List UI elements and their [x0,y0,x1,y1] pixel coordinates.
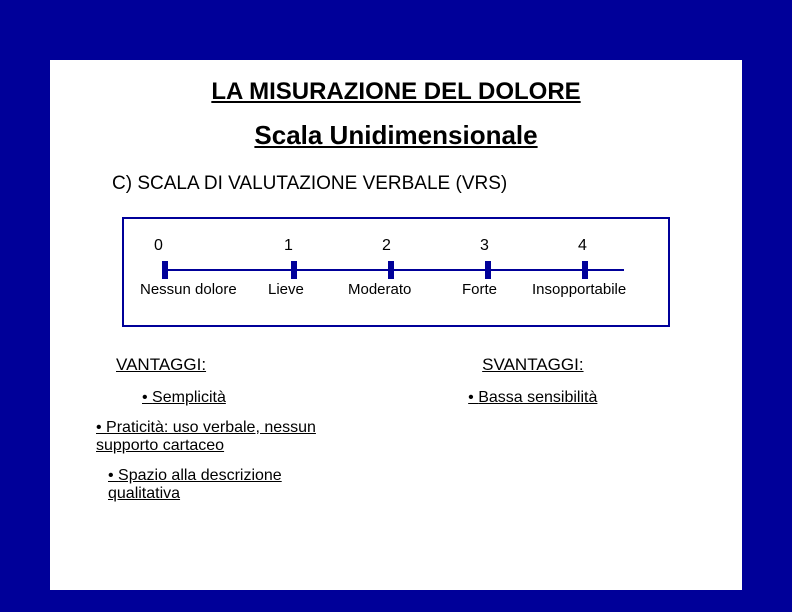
slide-content: LA MISURAZIONE DEL DOLORE Scala Unidimen… [50,60,742,590]
tick-3 [485,261,491,279]
tick-0 [162,261,168,279]
scale-num-3: 3 [480,237,489,255]
disadvantages-heading: SVANTAGGI: [482,355,742,375]
advantage-text: Semplicità [152,389,226,406]
tick-4 [582,261,588,279]
disadvantage-text: Bassa sensibilità [478,389,597,406]
advantages-heading: VANTAGGI: [116,355,382,375]
advantage-item: Semplicità [142,389,382,407]
scale-axis [162,269,624,271]
disadvantage-item: Bassa sensibilità [468,389,742,407]
advantage-text: Praticità: uso verbale, nessun supporto … [96,419,316,454]
advantage-item: Spazio alla descrizione qualitativa [108,467,328,503]
advantages-column: VANTAGGI: Semplicità Praticità: uso verb… [50,355,382,515]
pros-cons-columns: VANTAGGI: Semplicità Praticità: uso verb… [50,355,742,515]
tick-2 [388,261,394,279]
scale-label-2: Moderato [348,281,411,298]
main-title: LA MISURAZIONE DEL DOLORE [50,78,742,106]
disadvantages-column: SVANTAGGI: Bassa sensibilità [382,355,742,515]
advantage-item: Praticità: uso verbale, nessun supporto … [96,419,316,455]
tick-1 [291,261,297,279]
section-label: C) SCALA DI VALUTAZIONE VERBALE (VRS) [112,173,742,195]
scale-label-4: Insopportabile [532,281,626,298]
scale-num-1: 1 [284,237,293,255]
vrs-scale-box: 0 1 2 3 4 Nessun dolore Lieve Moderato F… [122,217,670,327]
scale-label-3: Forte [462,281,497,298]
scale-label-1: Lieve [268,281,304,298]
subtitle-large: Scala Unidimensionale [50,120,742,151]
advantage-text: Spazio alla descrizione qualitativa [108,467,282,502]
scale-num-4: 4 [578,237,587,255]
scale-num-0: 0 [154,237,163,255]
scale-num-2: 2 [382,237,391,255]
scale-label-0: Nessun dolore [140,281,237,298]
